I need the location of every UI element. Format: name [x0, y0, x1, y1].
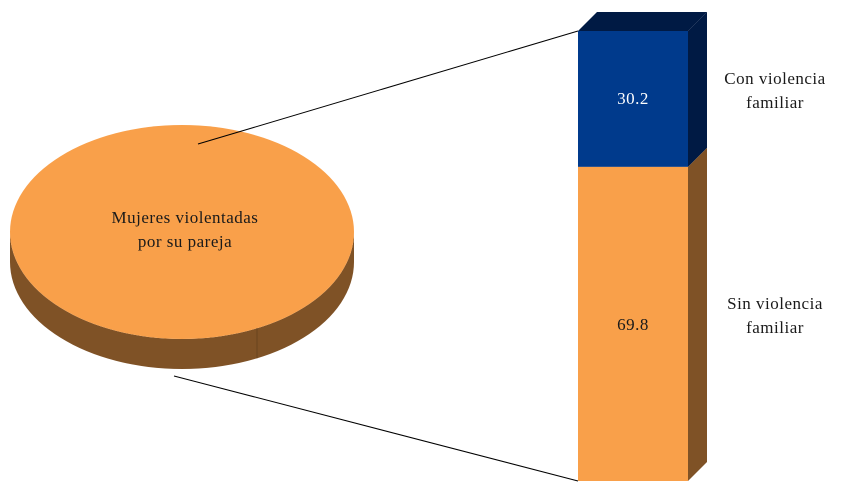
- value-con-violencia: 30.2: [617, 89, 649, 108]
- stacked-bar: [578, 12, 707, 481]
- value-sin-violencia: 69.8: [617, 315, 649, 334]
- connector-line-top: [197, 30, 579, 145]
- legend-sin-line2: familiar: [746, 318, 804, 337]
- bar-value-label-sin: 69.8: [578, 313, 688, 337]
- legend-sin-line1: Sin violencia: [727, 294, 823, 313]
- legend-con-line1: Con violencia: [724, 69, 826, 88]
- pie-label-line1: Mujeres violentadas: [111, 208, 259, 227]
- bar-value-label-con: 30.2: [578, 87, 688, 111]
- bar-segment-0: [578, 31, 688, 167]
- legend-con-violencia: Con violencia familiar: [705, 67, 845, 115]
- legend-sin-violencia: Sin violencia familiar: [705, 292, 845, 340]
- bar-top-face: [578, 12, 707, 31]
- bar-segment-1: [578, 166, 688, 481]
- pie-label-line2: por su pareja: [137, 232, 233, 251]
- legend-con-line2: familiar: [746, 93, 804, 112]
- pie-slice-top: [10, 125, 354, 339]
- bar-segment-side-0: [688, 12, 707, 167]
- pie-label: Mujeres violentadas por su pareja: [60, 206, 310, 254]
- connector-line-bottom: [173, 375, 579, 482]
- pie-slice-side: [10, 232, 354, 369]
- bar-segment-side-1: [688, 147, 707, 481]
